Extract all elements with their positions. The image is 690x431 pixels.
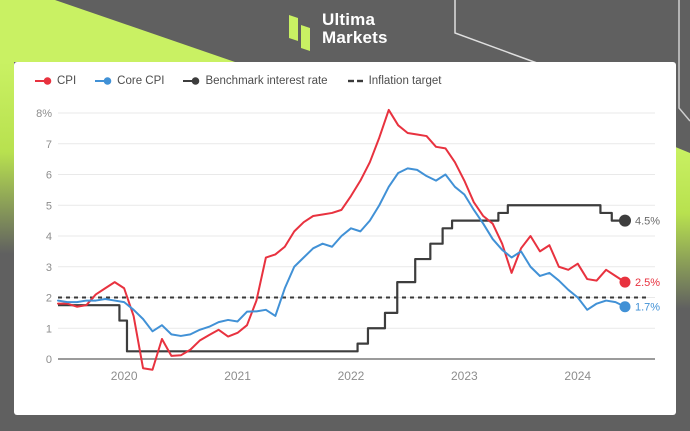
deco-green-left-strip [0,62,14,262]
legend-label: Benchmark interest rate [205,75,328,87]
chart-svg: 8% 7 6 5 4 3 2 1 0 2020 2021 2022 2023 2024 4.5% 2.5% 1.… [36,108,660,383]
deco-green-right-strip [673,146,690,314]
y-tick-label: 7 [46,139,52,151]
x-tick-label: 2024 [564,369,591,383]
dashed-line-icon [347,79,363,83]
brand-name: Ultima Markets [322,11,388,47]
core-cpi-line [57,167,626,337]
y-tick-label: 0 [46,354,52,366]
benchmark-end-label: 4.5% [635,216,660,228]
x-tick-label: 2023 [451,369,478,383]
brand-name-line2: Markets [322,28,388,47]
benchmark-rate-line [58,204,625,353]
y-tick-label: 6 [46,170,52,182]
legend-label: Inflation target [368,75,442,87]
line-dot-marker-icon [35,77,52,85]
y-tick-label: 8% [36,108,52,120]
legend-item-inflation-target: Inflation target [347,75,442,87]
core-cpi-end-label: 1.7% [635,302,660,314]
line-dot-marker-icon [183,77,200,85]
core-cpi-end-dot [619,301,631,313]
chart-panel: CPI Core CPI Benchmark interest rate Inflat… [14,62,676,415]
x-tick-label: 2021 [224,369,251,383]
y-tick-label: 5 [46,200,52,212]
legend-item-benchmark-interest-rate: Benchmark interest rate [183,75,328,87]
logo-mark-icon [289,15,310,51]
legend-label: CPI [57,75,77,87]
legend-item-cpi: CPI [35,75,76,87]
logo-bar-left [289,15,298,41]
legend-label: Core CPI [117,75,165,87]
y-tick-label: 4 [46,231,52,243]
x-tick-label: 2020 [111,369,138,383]
cpi-end-dot [619,276,631,288]
x-tick-label: 2022 [338,369,365,383]
logo-bar-right [301,25,310,51]
line-dot-marker-icon [95,77,112,85]
benchmark-end-dot [619,214,631,227]
y-tick-label: 2 [46,293,52,305]
y-tick-label: 3 [46,262,52,274]
cpi-line [57,108,626,371]
y-tick-label: 1 [46,323,52,335]
cpi-end-label: 2.5% [635,277,660,289]
deco-diagonal-outline [454,0,538,64]
brand-name-line1: Ultima [322,10,376,29]
legend-item-core-cpi: Core CPI [95,75,164,87]
brand-logo: Ultima Markets [288,11,388,52]
chart-legend: CPI Core CPI Benchmark interest rate Inflat… [35,75,441,87]
